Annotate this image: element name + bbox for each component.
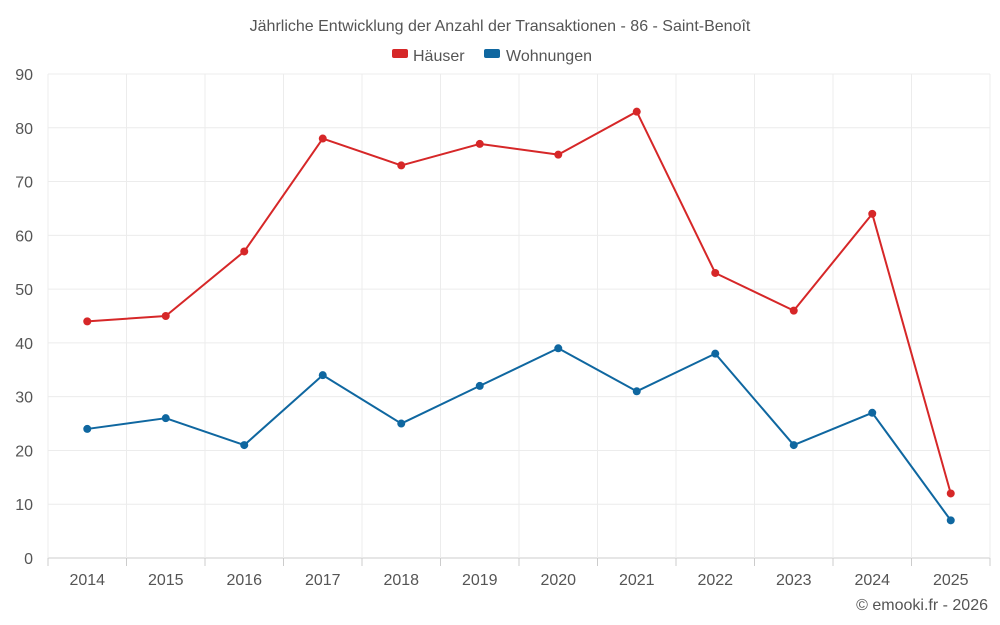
data-point-wohnungen[interactable] (789, 441, 798, 450)
x-tick-label: 2024 (854, 572, 890, 589)
y-tick-label: 70 (15, 175, 33, 192)
y-axis: 0 10 20 30 40 50 60 70 80 90 (15, 67, 33, 568)
x-tick-label: 2016 (226, 572, 262, 589)
data-point-wohnungen[interactable] (632, 387, 641, 396)
x-tick-label: 2019 (462, 572, 498, 589)
x-tick-label: 2017 (305, 572, 341, 589)
grid (47, 73, 991, 566)
x-tick-label: 2025 (933, 572, 969, 589)
y-tick-label: 10 (15, 497, 33, 514)
legend-swatch-wohnungen (484, 49, 500, 58)
x-tick-label: 2018 (383, 572, 419, 589)
chart-title: Jährliche Entwicklung der Anzahl der Tra… (250, 18, 751, 35)
data-point-haeuser[interactable] (946, 489, 955, 498)
data-point-wohnungen[interactable] (711, 349, 720, 358)
data-point-wohnungen[interactable] (946, 516, 955, 525)
data-point-haeuser[interactable] (161, 312, 170, 320)
series-line-haeuser (87, 110, 952, 494)
y-tick-label: 90 (15, 67, 33, 84)
legend-label-wohnungen[interactable]: Wohnungen (506, 48, 592, 65)
data-point-haeuser[interactable] (789, 306, 798, 315)
legend-label-haeuser[interactable]: Häuser (413, 48, 465, 65)
x-tick-label: 2023 (776, 572, 812, 589)
data-point-haeuser[interactable] (318, 134, 327, 143)
x-tick-label: 2014 (69, 572, 105, 589)
y-tick-label: 50 (15, 282, 33, 299)
legend: Häuser Wohnungen (392, 48, 592, 65)
data-point-haeuser[interactable] (868, 209, 877, 218)
data-point-wohnungen[interactable] (868, 408, 877, 417)
credit-text: © emooki.fr - 2026 (856, 597, 988, 614)
data-point-haeuser[interactable] (83, 317, 92, 326)
y-tick-label: 30 (15, 390, 33, 407)
data-point-wohnungen[interactable] (554, 344, 563, 353)
y-tick-label: 60 (15, 228, 33, 245)
legend-swatch-haeuser (392, 49, 408, 58)
data-point-wohnungen[interactable] (475, 381, 484, 390)
y-tick-label: 0 (24, 551, 33, 568)
x-axis: 2014 2015 2016 2017 2018 2019 2020 2021 2022 2023… (69, 572, 968, 589)
y-tick-label: 40 (15, 336, 33, 353)
data-point-wohnungen[interactable] (161, 414, 170, 423)
data-point-haeuser[interactable] (711, 268, 720, 277)
data-point-wohnungen[interactable] (240, 441, 249, 450)
data-point-wohnungen[interactable] (318, 371, 327, 380)
x-tick-label: 2020 (540, 572, 576, 589)
x-tick-label: 2022 (697, 572, 733, 589)
data-point-wohnungen[interactable] (83, 424, 92, 433)
data-point-haeuser[interactable] (632, 107, 641, 116)
series-layer (83, 107, 955, 525)
y-tick-label: 20 (15, 443, 33, 460)
data-point-haeuser[interactable] (240, 247, 249, 256)
data-point-wohnungen[interactable] (397, 419, 406, 428)
data-point-haeuser[interactable] (554, 150, 563, 159)
series-line-wohnungen (87, 347, 952, 521)
x-tick-label: 2015 (148, 572, 184, 589)
x-tick-label: 2021 (619, 572, 655, 589)
y-tick-label: 80 (15, 121, 33, 138)
data-point-haeuser[interactable] (397, 161, 406, 170)
data-point-haeuser[interactable] (475, 139, 484, 148)
